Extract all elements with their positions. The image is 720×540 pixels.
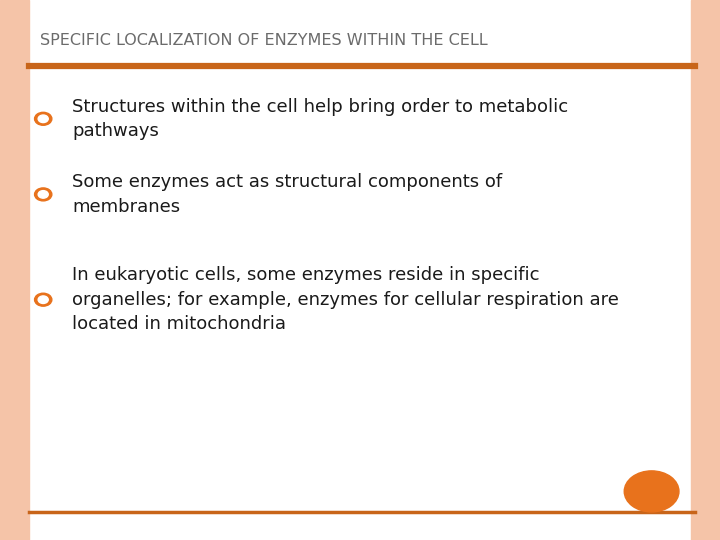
Text: Some enzymes act as structural components of
membranes: Some enzymes act as structural component…	[72, 173, 502, 215]
Circle shape	[35, 112, 52, 125]
Circle shape	[624, 471, 679, 512]
Circle shape	[35, 188, 52, 201]
Bar	[0, 0, 29, 540]
Text: In eukaryotic cells, some enzymes reside in specific
organelles; for example, en: In eukaryotic cells, some enzymes reside…	[72, 266, 619, 333]
Circle shape	[38, 296, 48, 303]
Circle shape	[35, 293, 52, 306]
Text: Structures within the cell help bring order to metabolic
pathways: Structures within the cell help bring or…	[72, 98, 568, 140]
Circle shape	[38, 191, 48, 198]
Text: SPECIFIC LOCALIZATION OF ENZYMES WITHIN THE CELL: SPECIFIC LOCALIZATION OF ENZYMES WITHIN …	[40, 33, 487, 48]
Bar	[691, 0, 720, 540]
Circle shape	[38, 115, 48, 123]
